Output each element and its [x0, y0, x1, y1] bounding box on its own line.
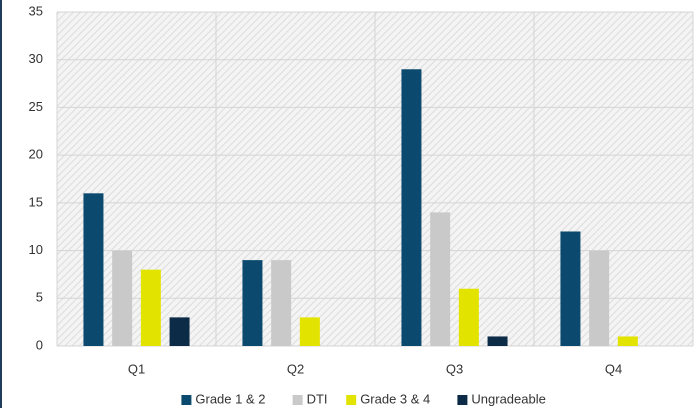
y-tick-label: 10 — [29, 242, 43, 257]
y-tick-label: 35 — [29, 3, 43, 18]
bar — [112, 250, 133, 346]
y-tick-label: 0 — [36, 337, 43, 352]
bar — [140, 269, 161, 346]
y-tick-label: 15 — [29, 194, 43, 209]
x-tick-label: Q4 — [605, 361, 622, 376]
legend-swatch — [346, 395, 357, 405]
bar — [271, 260, 292, 346]
bar — [299, 317, 320, 346]
legend-swatch — [457, 395, 468, 405]
x-tick-label: Q3 — [446, 361, 463, 376]
bar — [560, 231, 581, 346]
bar — [169, 317, 190, 346]
bar — [430, 212, 451, 346]
legend-label: Ungradeable — [471, 391, 545, 406]
bar — [589, 250, 610, 346]
legend-label: Grade 1 & 2 — [195, 391, 265, 406]
legend-swatch — [181, 395, 192, 405]
y-tick-label: 25 — [29, 99, 43, 114]
bar — [83, 193, 104, 346]
bar — [458, 288, 479, 346]
bar — [487, 336, 508, 346]
legend-label: Grade 3 & 4 — [360, 391, 430, 406]
x-tick-label: Q1 — [128, 361, 145, 376]
y-tick-label: 5 — [36, 290, 43, 305]
legend-swatch — [292, 395, 303, 405]
bar — [242, 260, 263, 346]
y-tick-label: 20 — [29, 147, 43, 162]
x-tick-label: Q2 — [287, 361, 304, 376]
bar — [401, 69, 422, 346]
bar — [617, 336, 638, 346]
legend-label: DTI — [307, 391, 328, 406]
y-tick-label: 30 — [29, 51, 43, 66]
